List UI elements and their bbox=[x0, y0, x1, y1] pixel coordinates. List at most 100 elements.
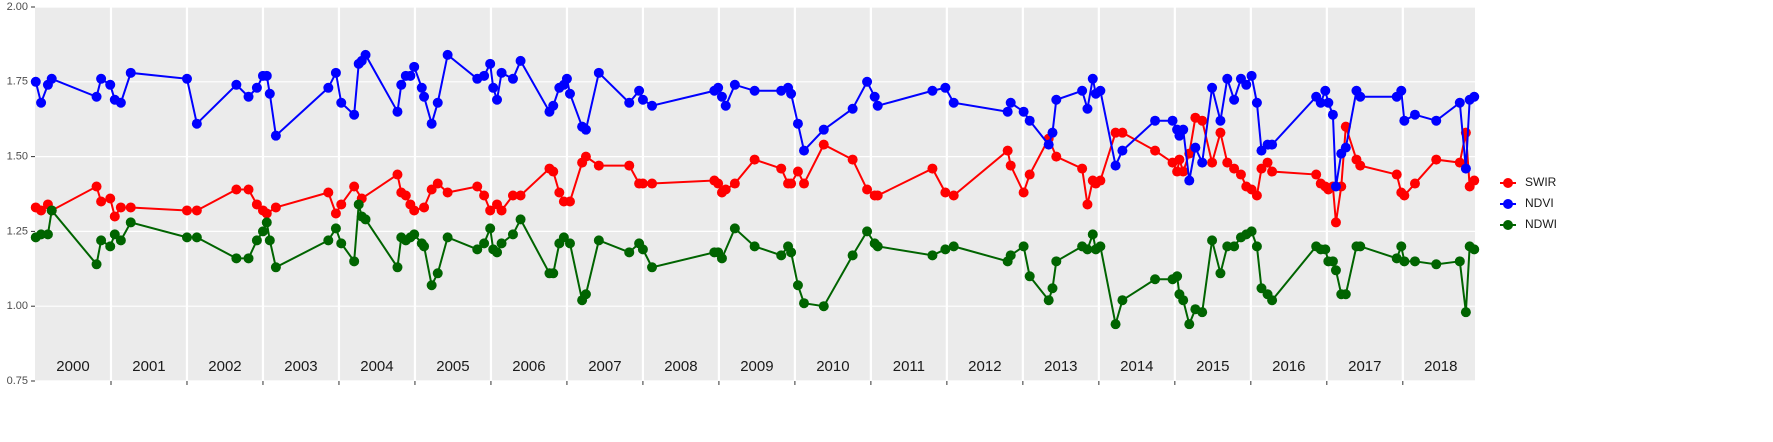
data-point bbox=[231, 79, 242, 90]
legend-label: NDVI bbox=[1525, 196, 1554, 210]
data-point bbox=[96, 73, 107, 84]
data-point bbox=[1110, 160, 1121, 171]
data-point bbox=[564, 88, 575, 99]
data-point bbox=[479, 190, 490, 201]
data-point bbox=[330, 223, 341, 234]
data-point bbox=[580, 151, 591, 162]
data-point bbox=[405, 70, 416, 81]
data-point bbox=[1391, 253, 1402, 264]
data-point bbox=[1469, 244, 1480, 255]
data-point bbox=[336, 238, 347, 249]
data-point bbox=[1320, 244, 1331, 255]
data-point bbox=[479, 70, 490, 81]
data-point bbox=[1178, 166, 1189, 177]
data-point bbox=[1047, 283, 1058, 294]
data-point bbox=[1251, 241, 1262, 252]
data-point bbox=[1409, 178, 1420, 189]
data-point bbox=[323, 82, 334, 93]
data-point bbox=[799, 298, 810, 309]
data-point bbox=[1002, 106, 1013, 117]
data-point bbox=[634, 85, 645, 96]
legend-label: NDWI bbox=[1525, 217, 1557, 231]
data-point bbox=[818, 301, 829, 312]
y-tick-label: 1.50 bbox=[7, 151, 28, 163]
data-point bbox=[349, 109, 360, 120]
data-point bbox=[1431, 115, 1442, 126]
data-point bbox=[872, 100, 883, 111]
data-point bbox=[1110, 127, 1121, 138]
data-point bbox=[426, 118, 437, 129]
data-point bbox=[1077, 85, 1088, 96]
data-point bbox=[360, 49, 371, 60]
data-point bbox=[479, 238, 490, 249]
data-point bbox=[818, 139, 829, 150]
data-point bbox=[1018, 106, 1029, 117]
data-point bbox=[1251, 190, 1262, 201]
data-point bbox=[472, 244, 483, 255]
data-point bbox=[729, 178, 740, 189]
data-point bbox=[729, 79, 740, 90]
data-point bbox=[749, 154, 760, 165]
data-point bbox=[115, 97, 126, 108]
data-point bbox=[1117, 145, 1128, 156]
data-point bbox=[872, 241, 883, 252]
data-point bbox=[261, 70, 272, 81]
data-point bbox=[1235, 169, 1246, 180]
data-point bbox=[46, 73, 57, 84]
year-label: 2003 bbox=[284, 358, 317, 375]
data-point bbox=[1229, 94, 1240, 105]
year-label: 2013 bbox=[1044, 358, 1077, 375]
data-point bbox=[1095, 85, 1106, 96]
data-point bbox=[948, 241, 959, 252]
data-point bbox=[1409, 256, 1420, 267]
data-point bbox=[1323, 97, 1334, 108]
data-point bbox=[270, 130, 281, 141]
data-point bbox=[261, 217, 272, 228]
data-point bbox=[485, 223, 496, 234]
data-point bbox=[713, 82, 724, 93]
year-label: 2010 bbox=[816, 358, 849, 375]
data-point bbox=[1399, 256, 1410, 267]
data-point bbox=[1087, 229, 1098, 240]
data-point bbox=[426, 280, 437, 291]
data-point bbox=[1024, 169, 1035, 180]
plot-panel bbox=[35, 7, 1475, 381]
data-point bbox=[270, 262, 281, 273]
data-point bbox=[109, 211, 120, 222]
data-point bbox=[105, 79, 116, 90]
data-point bbox=[36, 229, 47, 240]
data-point bbox=[507, 190, 518, 201]
data-point bbox=[488, 82, 499, 93]
data-point bbox=[496, 67, 507, 78]
year-label: 2009 bbox=[740, 358, 773, 375]
data-point bbox=[1087, 73, 1098, 84]
data-point bbox=[46, 205, 57, 216]
data-point bbox=[392, 106, 403, 117]
data-point bbox=[1150, 274, 1161, 285]
data-point bbox=[1082, 103, 1093, 114]
data-point bbox=[580, 289, 591, 300]
data-point bbox=[432, 178, 443, 189]
data-point bbox=[492, 94, 503, 105]
data-point bbox=[1355, 91, 1366, 102]
data-point bbox=[515, 190, 526, 201]
data-point bbox=[1431, 259, 1442, 270]
year-label: 2004 bbox=[360, 358, 393, 375]
data-point bbox=[442, 187, 453, 198]
data-point bbox=[485, 58, 496, 69]
data-point bbox=[1117, 127, 1128, 138]
data-point bbox=[353, 199, 364, 210]
data-point bbox=[1229, 163, 1240, 174]
data-point bbox=[927, 163, 938, 174]
data-point bbox=[1178, 124, 1189, 135]
data-point bbox=[419, 202, 430, 213]
data-point bbox=[496, 238, 507, 249]
data-point bbox=[1315, 97, 1326, 108]
data-point bbox=[580, 124, 591, 135]
data-point bbox=[251, 82, 262, 93]
data-point bbox=[231, 184, 242, 195]
data-point bbox=[548, 268, 559, 279]
y-tick-label: 1.00 bbox=[7, 300, 28, 312]
data-point bbox=[1399, 190, 1410, 201]
data-point bbox=[392, 262, 403, 273]
